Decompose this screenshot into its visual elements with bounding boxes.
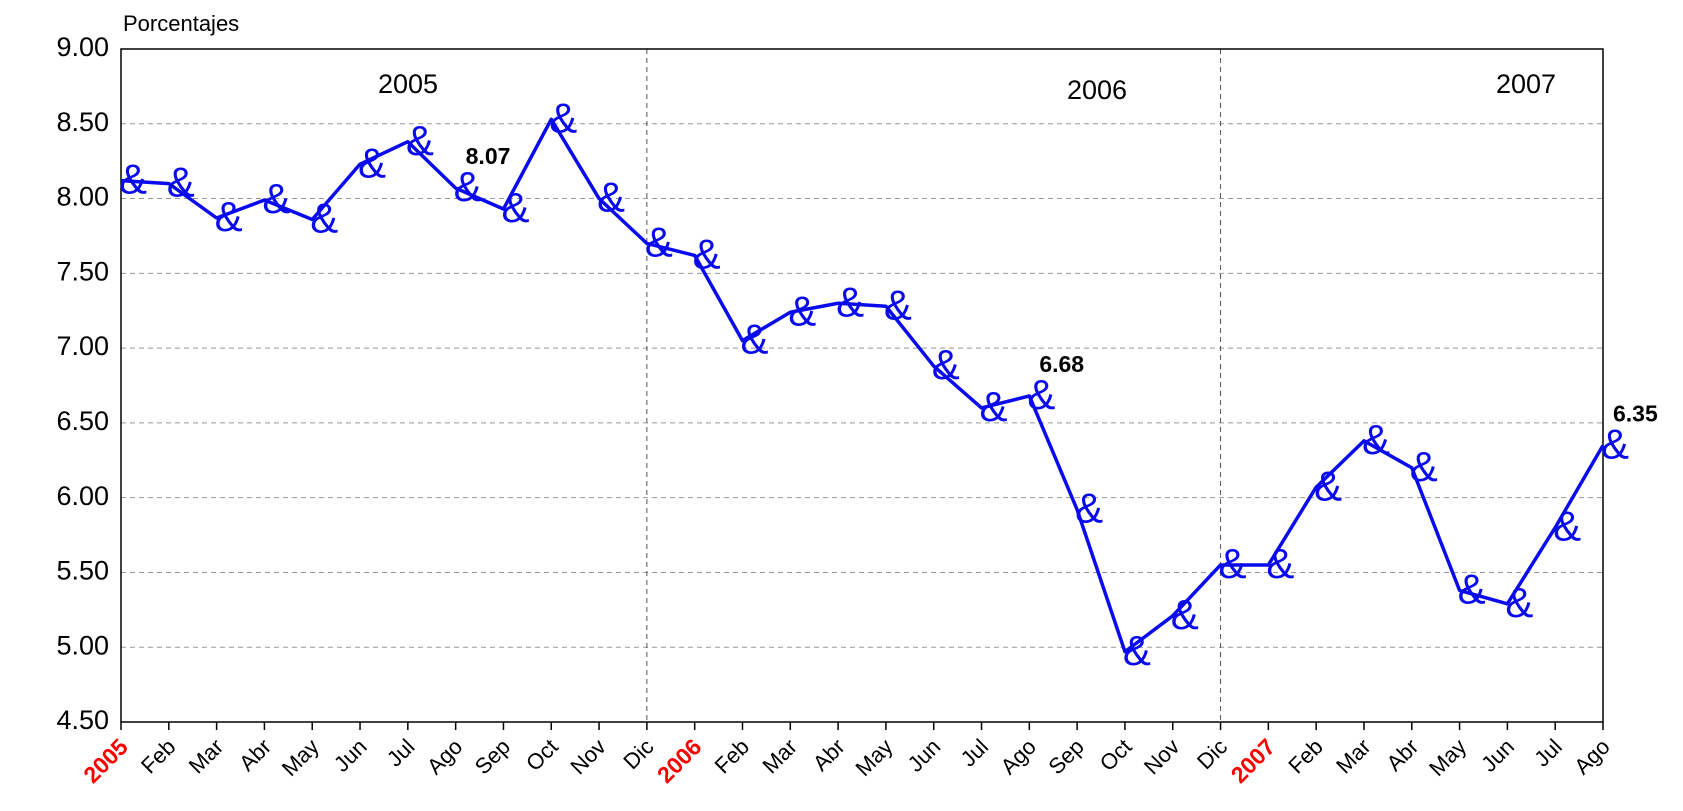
x-tick-label: 2006 (652, 733, 707, 788)
marker: & (693, 230, 721, 277)
plot-frame (120, 48, 1604, 723)
marker: & (262, 175, 290, 222)
y-tick-label: 8.50 (56, 107, 109, 137)
x-tick-label: Jun (329, 734, 372, 777)
marker: & (1601, 420, 1629, 467)
x-tick-label: Ago (996, 734, 1041, 779)
marker: & (215, 193, 243, 240)
y-tick-label: 6.50 (56, 406, 109, 436)
marker: & (884, 281, 912, 328)
x-tick-label: Jul (956, 734, 994, 772)
value-label: 6.68 (1039, 351, 1084, 377)
year-annotation: 2005 (378, 69, 438, 99)
y-tick-label: 8.00 (56, 182, 109, 212)
y-axis-label: Porcentajes (123, 11, 239, 36)
marker: & (1171, 591, 1199, 638)
x-tick-label: Oct (1095, 734, 1137, 776)
x-tick-label: Ago (1569, 734, 1614, 779)
y-tick-label: 7.50 (56, 256, 109, 286)
x-tick-label: Mar (1331, 734, 1375, 778)
marker: & (501, 184, 529, 231)
x-tick-label: Abr (1382, 734, 1424, 776)
marker: & (1314, 462, 1342, 509)
marker: & (549, 94, 577, 141)
marker: & (1219, 540, 1247, 587)
x-tick-label: Nov (1139, 734, 1184, 779)
x-tick-label: Sep (1043, 734, 1088, 779)
year-annotation: 2007 (1496, 69, 1556, 99)
y-tick-label: 6.00 (56, 481, 109, 511)
y-tick-label: 4.50 (56, 705, 109, 735)
x-tick-label: Sep (470, 734, 515, 779)
x-tick-label: Jul (1529, 734, 1567, 772)
y-tick-label: 5.00 (56, 630, 109, 660)
y-tick-label: 7.00 (56, 331, 109, 361)
marker: & (167, 159, 195, 206)
marker: & (1266, 540, 1294, 587)
marker: & (310, 195, 338, 242)
marker: & (836, 278, 864, 325)
x-tick-label: May (277, 734, 324, 781)
x-tick-label: Feb (136, 734, 180, 778)
marker: & (1410, 443, 1438, 490)
x-tick-label: May (850, 734, 897, 781)
line (120, 117, 1605, 654)
marker: & (406, 117, 434, 164)
marker: & (1553, 503, 1581, 550)
marker: & (119, 156, 147, 203)
x-tick-label: Feb (710, 734, 754, 778)
marker: & (597, 174, 625, 221)
x-tick-label: Mar (184, 734, 228, 778)
x-tick-label: Oct (521, 734, 563, 776)
marker: & (645, 219, 673, 266)
x-tick-label: Abr (234, 734, 276, 776)
x-tick-label: Jun (1476, 734, 1519, 777)
marker: & (740, 316, 768, 363)
x-tick-label: Feb (1283, 734, 1327, 778)
year-annotation: 2006 (1067, 75, 1127, 105)
marker: & (1505, 579, 1533, 626)
x-tick-label: Nov (565, 734, 610, 779)
marker: & (1027, 371, 1055, 418)
marker: & (932, 341, 960, 388)
value-label: 6.35 (1613, 400, 1658, 426)
marker: & (1123, 627, 1151, 674)
y-tick-label: 9.00 (56, 32, 109, 62)
marker: & (1458, 565, 1486, 612)
y-tick-label: 5.50 (56, 556, 109, 586)
x-tick-label: Mar (757, 734, 801, 778)
x-tick-label: May (1424, 734, 1471, 781)
marker: & (980, 383, 1008, 430)
value-label: 8.07 (466, 143, 511, 169)
marker: & (358, 139, 386, 186)
x-tick-label: Ago (422, 734, 467, 779)
x-tick-label: Jun (903, 734, 946, 777)
marker: & (788, 287, 816, 334)
x-tick-label: Abr (808, 734, 850, 776)
x-tick-label: 2007 (1226, 733, 1281, 788)
x-tick-label: Jul (382, 734, 420, 772)
marker: & (1362, 416, 1390, 463)
marker: & (454, 163, 482, 210)
x-tick-label: 2005 (78, 733, 133, 788)
marker: & (1075, 485, 1103, 532)
